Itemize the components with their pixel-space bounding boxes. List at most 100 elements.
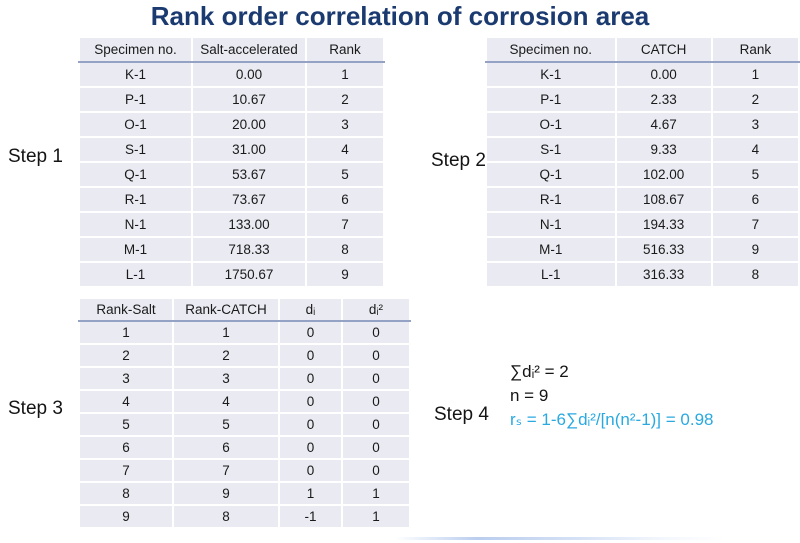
- table-cell: 4: [172, 389, 280, 414]
- table-cell: M-1: [78, 236, 193, 263]
- table-cell: 1: [278, 481, 343, 506]
- table-row: L-1 316.33 8: [485, 261, 800, 288]
- table-cell: 9: [172, 481, 280, 506]
- table-cell: 4: [78, 389, 174, 414]
- table-cell: 0: [341, 320, 411, 345]
- table-cell: M-1: [485, 236, 617, 263]
- table-cell: 0.00: [191, 61, 307, 88]
- table-row: S-1 31.00 4: [78, 136, 385, 163]
- table-cell: 1: [341, 481, 411, 506]
- table-cell: 0: [341, 389, 411, 414]
- step4-formulas: ∑dᵢ² = 2 n = 9 rₛ = 1-6∑dᵢ²/[n(n²-1)] = …: [510, 360, 714, 432]
- table-cell: 4: [710, 136, 800, 163]
- table-cell: 6: [305, 186, 385, 213]
- table-cell: P-1: [485, 86, 617, 113]
- table-cell: 9: [305, 261, 385, 288]
- table-row: M-1 718.33 8: [78, 236, 385, 263]
- table-cell: 2: [305, 86, 385, 113]
- table-cell: -1: [278, 504, 343, 529]
- step2-label: Step 2: [431, 150, 486, 171]
- table-row: M-1 516.33 9: [485, 236, 800, 263]
- table-cell: 718.33: [191, 236, 307, 263]
- column-header: dᵢ: [278, 297, 343, 322]
- table-cell: 8: [78, 481, 174, 506]
- table-cell: 6: [710, 186, 800, 213]
- column-header: Rank-Salt: [78, 297, 174, 322]
- table-row: Q-1 102.00 5: [485, 161, 800, 188]
- table-row: P-1 10.67 2: [78, 86, 385, 113]
- table-row: R-1 73.67 6: [78, 186, 385, 213]
- table-cell: 1: [710, 61, 800, 88]
- table-cell: O-1: [78, 111, 193, 138]
- table-row: N-1 194.33 7: [485, 211, 800, 238]
- table-cell: 0: [278, 458, 343, 483]
- table-cell: 73.67: [191, 186, 307, 213]
- table-cell: 1750.67: [191, 261, 307, 288]
- table-row: O-1 4.67 3: [485, 111, 800, 138]
- table-cell: 5: [172, 412, 280, 437]
- table-cell: 1: [172, 320, 280, 345]
- table-cell: 194.33: [614, 211, 713, 238]
- table-row: L-1 1750.67 9: [78, 261, 385, 288]
- table-cell: K-1: [485, 61, 617, 88]
- table-cell: N-1: [485, 211, 617, 238]
- table-cell: 133.00: [191, 211, 307, 238]
- table-cell: 7: [78, 458, 174, 483]
- decorative-swoosh: [395, 537, 725, 540]
- table-cell: K-1: [78, 61, 193, 88]
- column-header: Salt-accelerated: [191, 36, 307, 63]
- table-cell: S-1: [78, 136, 193, 163]
- table-cell: 2: [172, 343, 280, 368]
- table-cell: 5: [305, 161, 385, 188]
- table-row: R-1 108.67 6: [485, 186, 800, 213]
- table-cell: 0: [341, 343, 411, 368]
- table-cell: 0: [278, 320, 343, 345]
- table-cell: 9: [78, 504, 174, 529]
- table-cell: 9: [710, 236, 800, 263]
- table-row: S-1 9.33 4: [485, 136, 800, 163]
- column-header: dᵢ²: [341, 297, 411, 322]
- table-header-row: Rank-Salt Rank-CATCH dᵢ dᵢ²: [78, 297, 411, 322]
- table-cell: L-1: [485, 261, 617, 288]
- spearman-rs-formula: rₛ = 1-6∑dᵢ²/[n(n²-1)] = 0.98: [510, 410, 714, 429]
- table-cell: 3: [710, 111, 800, 138]
- step1-label: Step 1: [8, 146, 63, 167]
- table-cell: 31.00: [191, 136, 307, 163]
- table-cell: Q-1: [485, 161, 617, 188]
- table-cell: 2.33: [614, 86, 713, 113]
- column-header: Specimen no.: [485, 36, 617, 63]
- table-cell: 1: [78, 320, 174, 345]
- table-cell: 7: [305, 211, 385, 238]
- table-cell: 4: [305, 136, 385, 163]
- table-cell: 6: [172, 435, 280, 460]
- table-cell: 0: [278, 343, 343, 368]
- table-cell: 2: [78, 343, 174, 368]
- table-cell: 20.00: [191, 111, 307, 138]
- column-header: Rank: [305, 36, 385, 63]
- table-header-row: Specimen no. Salt-accelerated Rank: [78, 36, 385, 63]
- table-row: Q-1 53.67 5: [78, 161, 385, 188]
- column-header: Rank-CATCH: [172, 297, 280, 322]
- table-row: P-1 2.33 2: [485, 86, 800, 113]
- table-cell: S-1: [485, 136, 617, 163]
- table-cell: 0: [278, 412, 343, 437]
- table-cell: 316.33: [614, 261, 713, 288]
- table-cell: 2: [710, 86, 800, 113]
- table-cell: Q-1: [78, 161, 193, 188]
- table-row: K-1 0.00 1: [78, 61, 385, 88]
- table-row: N-1 133.00 7: [78, 211, 385, 238]
- table-cell: 7: [172, 458, 280, 483]
- column-header: CATCH: [614, 36, 713, 63]
- table-cell: L-1: [78, 261, 193, 288]
- table-cell: 8: [305, 236, 385, 263]
- n-value-formula: n = 9: [510, 386, 549, 405]
